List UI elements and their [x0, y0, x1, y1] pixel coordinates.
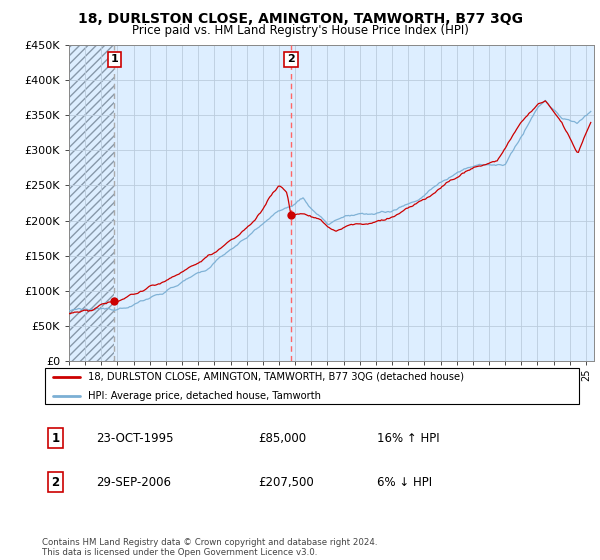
Text: HPI: Average price, detached house, Tamworth: HPI: Average price, detached house, Tamw…: [88, 391, 321, 401]
Text: 1: 1: [52, 432, 59, 445]
Text: £85,000: £85,000: [258, 432, 306, 445]
Text: Contains HM Land Registry data © Crown copyright and database right 2024.
This d: Contains HM Land Registry data © Crown c…: [42, 538, 377, 557]
Text: 1: 1: [110, 54, 118, 64]
Text: 6% ↓ HPI: 6% ↓ HPI: [377, 475, 432, 489]
Text: 18, DURLSTON CLOSE, AMINGTON, TAMWORTH, B77 3QG: 18, DURLSTON CLOSE, AMINGTON, TAMWORTH, …: [77, 12, 523, 26]
Bar: [69, 45, 115, 361]
Text: 16% ↑ HPI: 16% ↑ HPI: [377, 432, 439, 445]
Text: Price paid vs. HM Land Registry's House Price Index (HPI): Price paid vs. HM Land Registry's House …: [131, 24, 469, 36]
Text: 18, DURLSTON CLOSE, AMINGTON, TAMWORTH, B77 3QG (detached house): 18, DURLSTON CLOSE, AMINGTON, TAMWORTH, …: [88, 372, 464, 382]
Text: 23-OCT-1995: 23-OCT-1995: [96, 432, 173, 445]
Text: £207,500: £207,500: [258, 475, 314, 489]
Text: 29-SEP-2006: 29-SEP-2006: [96, 475, 171, 489]
Text: 2: 2: [52, 475, 59, 489]
Text: 2: 2: [287, 54, 295, 64]
